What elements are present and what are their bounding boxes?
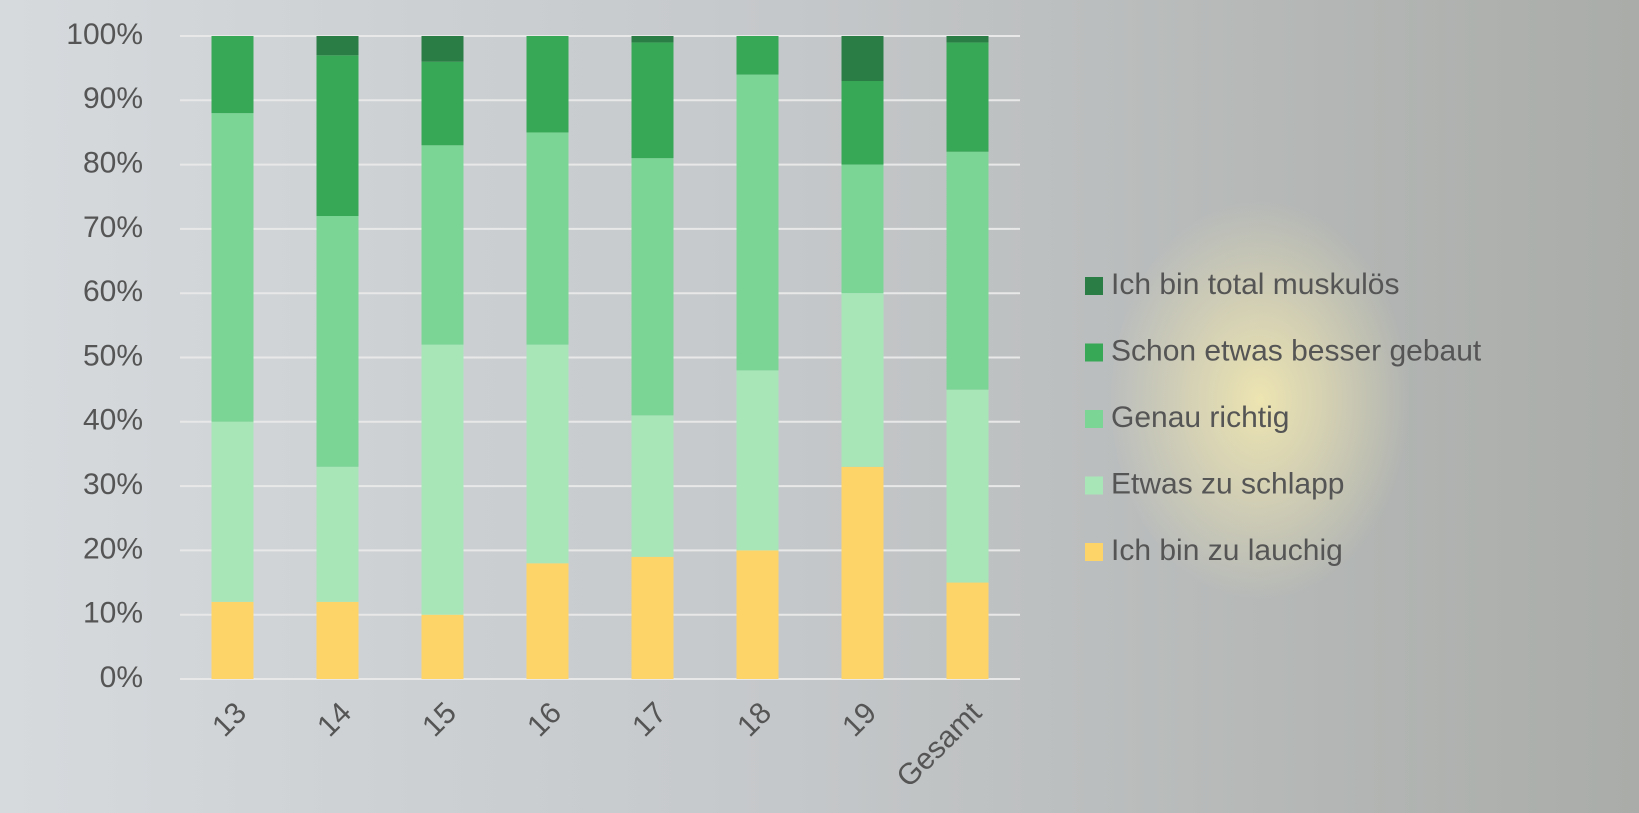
y-tick-label: 90% — [83, 82, 143, 115]
bar-segment — [737, 75, 779, 371]
y-tick-label: 100% — [66, 18, 143, 51]
bar-segment — [212, 422, 254, 602]
bar-segment — [632, 36, 674, 42]
y-tick-label: 80% — [83, 147, 143, 180]
legend-swatch — [1085, 477, 1103, 495]
y-tick-label: 60% — [83, 275, 143, 308]
y-tick-label: 20% — [83, 532, 143, 565]
y-tick-label: 0% — [100, 661, 143, 694]
bar-segment — [212, 113, 254, 422]
y-tick-label: 10% — [83, 597, 143, 630]
bar-segment — [317, 36, 359, 55]
chart: 0%10%20%30%40%50%60%70%80%90%100%1314151… — [0, 0, 1639, 813]
legend-swatch — [1085, 543, 1103, 561]
legend-swatch — [1085, 410, 1103, 428]
bar-segment — [842, 165, 884, 294]
bar-segment — [422, 62, 464, 146]
bar-segment — [632, 557, 674, 679]
bar-segment — [842, 36, 884, 81]
bar-segment — [317, 216, 359, 467]
bar-segment — [422, 615, 464, 679]
y-tick-label: 50% — [83, 339, 143, 372]
bar-segment — [842, 293, 884, 467]
bar-segment — [317, 602, 359, 679]
bar-segment — [737, 550, 779, 679]
legend-label: Ich bin total muskulös — [1111, 268, 1399, 301]
bar-segment — [842, 467, 884, 679]
bar-segment — [737, 36, 779, 75]
y-tick-label: 40% — [83, 404, 143, 437]
bar-segment — [632, 42, 674, 158]
bar-segment — [527, 345, 569, 564]
legend-swatch — [1085, 344, 1103, 362]
bar-segment — [317, 55, 359, 216]
legend-swatch — [1085, 277, 1103, 295]
bar-segment — [317, 467, 359, 602]
bar-segment — [422, 36, 464, 62]
y-tick-label: 70% — [83, 211, 143, 244]
bar-segment — [422, 145, 464, 344]
bar-segment — [947, 36, 989, 42]
bar-segment — [422, 345, 464, 615]
bar-segment — [737, 370, 779, 550]
bar-segment — [632, 415, 674, 556]
bar-segment — [947, 152, 989, 390]
bar-segment — [527, 132, 569, 344]
bar-segment — [212, 36, 254, 113]
bar-segment — [527, 36, 569, 132]
bar-segment — [947, 42, 989, 151]
bar-segment — [527, 563, 569, 679]
bar-segment — [632, 158, 674, 415]
legend-label: Genau richtig — [1111, 401, 1289, 434]
bar-segment — [947, 583, 989, 679]
legend-label: Etwas zu schlapp — [1111, 467, 1344, 500]
bar-segment — [947, 390, 989, 583]
bar-segment — [212, 602, 254, 679]
bar-segment — [842, 81, 884, 165]
legend-label: Schon etwas besser gebaut — [1111, 334, 1482, 367]
y-tick-label: 30% — [83, 468, 143, 501]
legend-label: Ich bin zu lauchig — [1111, 534, 1343, 567]
